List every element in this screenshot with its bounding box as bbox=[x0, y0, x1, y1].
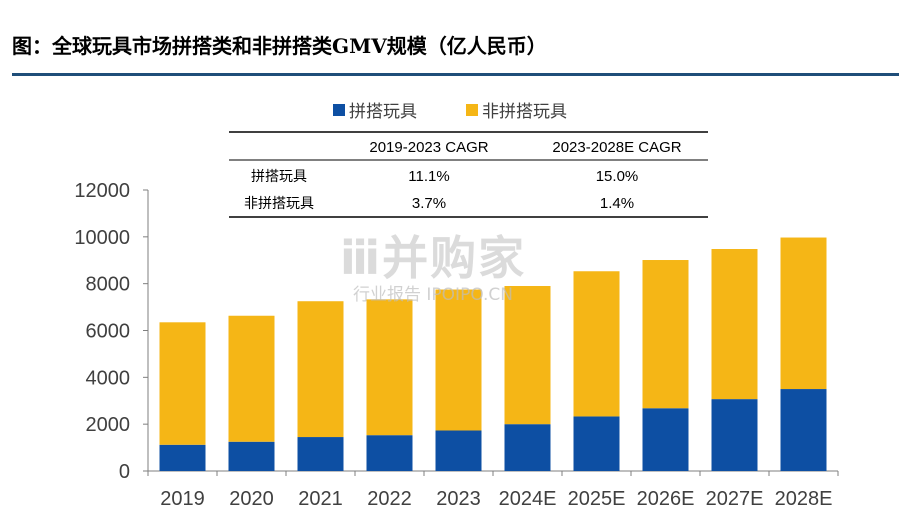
legend-label: 非拼搭玩具 bbox=[482, 102, 567, 121]
bar-segment bbox=[780, 237, 827, 390]
bar-segment bbox=[642, 408, 689, 471]
bar-segment bbox=[297, 301, 344, 438]
x-tick-label: 2023 bbox=[436, 488, 481, 510]
bar-segment bbox=[366, 299, 413, 436]
table-cell: 11.1% bbox=[408, 168, 449, 185]
bar-segment bbox=[435, 289, 482, 431]
bar-segment bbox=[297, 437, 344, 471]
watermark-text: 行业报告 IPOIPO.CN bbox=[353, 285, 513, 305]
y-tick-label: 4000 bbox=[86, 367, 131, 389]
bar-segment bbox=[228, 441, 275, 471]
table-header: 2019-2023 CAGR bbox=[369, 139, 488, 156]
x-tick-label: 2019 bbox=[160, 488, 205, 510]
legend-label: 拼搭玩具 bbox=[349, 102, 417, 121]
y-tick-label: 0 bbox=[119, 461, 130, 483]
y-tick-label: 12000 bbox=[74, 180, 130, 202]
table-row-label: 非拼搭玩具 bbox=[244, 195, 314, 211]
x-tick-label: 2026E bbox=[637, 488, 695, 510]
x-tick-label: 2020 bbox=[229, 488, 274, 510]
chart-title: 图：全球玩具市场拼搭类和非拼搭类GMV规模（亿人民币） bbox=[12, 34, 547, 58]
y-tick-label: 2000 bbox=[86, 414, 131, 436]
legend-swatch bbox=[466, 104, 478, 116]
x-tick-label: 2028E bbox=[775, 488, 833, 510]
bar-segment bbox=[435, 430, 482, 471]
x-tick-label: 2027E bbox=[706, 488, 764, 510]
x-tick-label: 2022 bbox=[367, 488, 412, 510]
table-cell: 3.7% bbox=[412, 195, 446, 212]
bar-segment bbox=[159, 322, 206, 445]
table-row-label: 拼搭玩具 bbox=[251, 168, 307, 184]
bar-segment bbox=[642, 260, 689, 409]
bar-segment bbox=[711, 399, 758, 471]
bar-segment bbox=[159, 444, 206, 471]
bar-segment bbox=[228, 315, 275, 442]
y-tick-label: 8000 bbox=[86, 274, 131, 296]
bar-segment bbox=[780, 389, 827, 471]
table-cell: 15.0% bbox=[596, 168, 639, 185]
bar-segment bbox=[573, 416, 620, 471]
title-underline bbox=[12, 73, 899, 76]
table-cell: 1.4% bbox=[600, 195, 634, 212]
x-tick-label: 2021 bbox=[298, 488, 343, 510]
table-header: 2023-2028E CAGR bbox=[552, 139, 681, 156]
x-tick-label: 2025E bbox=[568, 488, 626, 510]
y-tick-label: 10000 bbox=[74, 227, 130, 249]
bar-segment bbox=[504, 286, 551, 425]
bar-segment bbox=[504, 424, 551, 471]
watermark-logo: ⅲ并购家 bbox=[340, 231, 527, 285]
bar-segment bbox=[711, 249, 758, 400]
bar-segment bbox=[573, 271, 620, 417]
bar-segment bbox=[366, 435, 413, 471]
x-tick-label: 2024E bbox=[499, 488, 557, 510]
y-tick-label: 6000 bbox=[86, 321, 131, 343]
legend-swatch bbox=[333, 104, 345, 116]
